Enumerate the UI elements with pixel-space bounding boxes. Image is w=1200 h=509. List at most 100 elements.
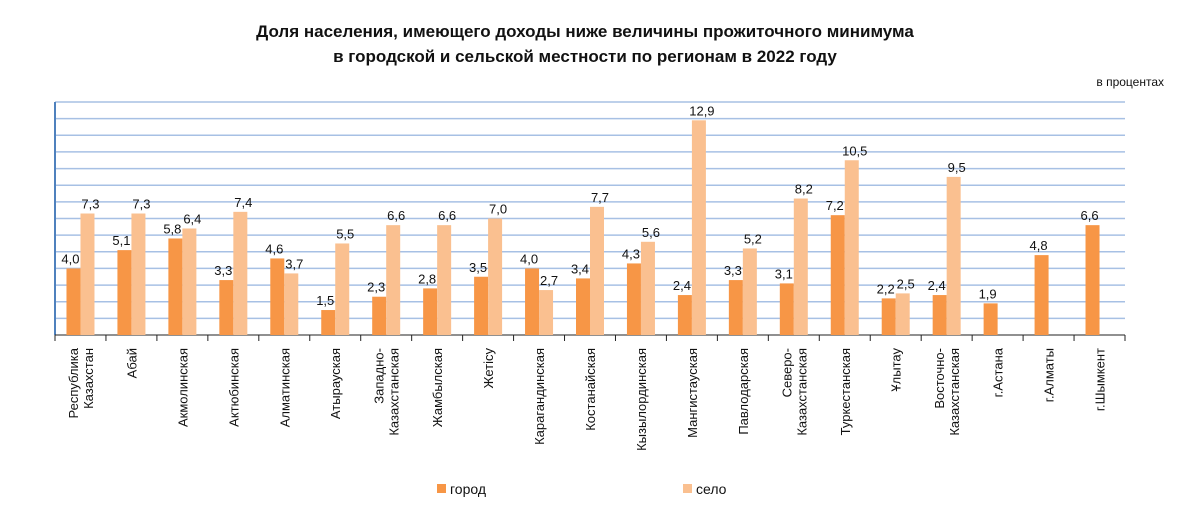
data-label: 5,6 — [642, 225, 660, 240]
bar-rural — [895, 293, 910, 335]
data-label: 9,5 — [948, 160, 966, 175]
category-label: г.Шымкент — [1093, 348, 1108, 411]
bar-rural — [844, 160, 859, 335]
data-label: 4,3 — [622, 246, 640, 261]
category-label: Казахстанская — [794, 348, 809, 436]
bar-city — [321, 310, 336, 335]
bar-city — [1034, 255, 1049, 335]
bar-city — [576, 278, 590, 335]
data-label: 6,6 — [387, 208, 405, 223]
data-label: 2,5 — [897, 276, 915, 291]
bar-city — [830, 215, 845, 335]
category-label: Казахстанская — [947, 348, 962, 436]
bar-rural — [80, 213, 95, 335]
legend-swatch — [437, 484, 446, 493]
bar-city — [1085, 225, 1100, 335]
bar-rural — [539, 290, 554, 335]
data-label: 6,4 — [183, 211, 201, 226]
category-label: Павлодарская — [736, 348, 751, 435]
category-label: Жамбылская — [430, 348, 445, 427]
data-label: 3,4 — [571, 261, 589, 276]
category-label: г.Алматы — [1042, 348, 1057, 402]
bar-city — [525, 268, 540, 335]
data-label: 8,2 — [795, 182, 813, 197]
data-label: 7,3 — [81, 197, 99, 212]
bar-rural — [233, 211, 248, 335]
bar-city — [423, 288, 438, 335]
bar-city — [66, 268, 81, 335]
bar-rural — [386, 225, 401, 335]
data-label: 2,7 — [540, 273, 558, 288]
bar-rural — [131, 213, 146, 335]
category-label: Жетісу — [481, 348, 496, 389]
bar-rural — [640, 241, 655, 335]
bar-rural — [284, 273, 299, 335]
data-label: 3,3 — [214, 263, 232, 278]
bar-city — [983, 303, 998, 335]
bar-city — [372, 296, 387, 335]
bar-city — [117, 250, 132, 335]
category-label: Западно- — [372, 348, 387, 404]
bar-rural — [437, 225, 452, 335]
data-label: 3,3 — [724, 263, 742, 278]
category-label: Туркестанская — [838, 348, 853, 435]
bar-city — [168, 238, 183, 335]
data-label: 5,5 — [336, 226, 354, 241]
category-label: Карагандинская — [532, 348, 547, 445]
bar-city — [779, 283, 794, 335]
chart-title-line-1: Доля населения, имеющего доходы ниже вел… — [256, 22, 914, 41]
data-label: 6,6 — [1080, 208, 1098, 223]
category-label: Северо- — [779, 348, 794, 397]
category-label: Ұлытау — [889, 348, 904, 392]
bar-rural — [946, 176, 961, 335]
bar-rural — [488, 218, 503, 335]
data-label: 2,8 — [418, 271, 436, 286]
category-label: Мангистауская — [685, 348, 700, 438]
data-label: 6,6 — [438, 208, 456, 223]
data-label: 5,2 — [744, 231, 762, 246]
data-label: 1,9 — [979, 286, 997, 301]
data-label: 2,2 — [877, 281, 895, 296]
bar-city — [881, 298, 896, 335]
category-label: Атырауская — [328, 348, 343, 419]
bar-city — [728, 280, 743, 335]
data-label: 1,5 — [316, 293, 334, 308]
category-label: Казахстанская — [387, 348, 402, 436]
data-label: 2,4 — [928, 278, 946, 293]
category-label: Восточно- — [932, 348, 947, 409]
category-label: Актюбинская — [226, 348, 241, 427]
bar-city — [932, 295, 947, 335]
data-label: 4,0 — [520, 251, 538, 266]
bar-rural — [793, 198, 808, 335]
category-label: г.Астана — [991, 347, 1006, 397]
bar-city — [626, 263, 641, 335]
bar-rural — [335, 243, 350, 335]
bar-rural — [182, 228, 197, 335]
bar-city — [270, 258, 285, 335]
unit-label: в процентах — [1096, 75, 1164, 89]
category-label: Алматинская — [277, 348, 292, 427]
data-label: 4,0 — [61, 251, 79, 266]
data-label: 10,5 — [842, 143, 867, 158]
data-label: 3,7 — [285, 256, 303, 271]
data-label: 5,8 — [163, 221, 181, 236]
legend-label: село — [696, 481, 727, 497]
category-label: Костанайская — [583, 348, 598, 431]
data-label: 5,1 — [112, 233, 130, 248]
legend-label: город — [450, 481, 486, 497]
bar-city — [219, 280, 234, 335]
data-label: 4,6 — [265, 241, 283, 256]
data-label: 2,3 — [367, 280, 385, 295]
bar-rural — [742, 248, 757, 335]
bar-rural — [590, 206, 604, 335]
data-label: 2,4 — [673, 278, 691, 293]
data-label: 7,7 — [591, 190, 609, 205]
data-label: 3,1 — [775, 266, 793, 281]
data-label: 7,2 — [826, 198, 844, 213]
data-label: 7,4 — [234, 195, 252, 210]
category-label: Казахстан — [81, 348, 96, 409]
data-label: 3,5 — [469, 260, 487, 275]
bar-rural — [691, 120, 706, 335]
data-label: 7,0 — [489, 202, 507, 217]
